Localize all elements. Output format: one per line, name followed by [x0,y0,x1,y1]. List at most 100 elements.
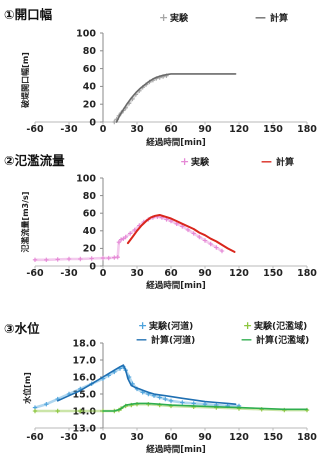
experiment-point [115,255,120,260]
series-experiment [112,73,169,125]
x-tick-label: 120 [229,124,249,135]
series-calculation [115,73,237,123]
y-axis-title: 氾濫流量[m3/s] [20,192,30,253]
calculation-line [126,214,236,253]
y-tick-label: 40 [83,82,97,93]
y-axis-title: 水位[m] [22,372,32,405]
experiment-point [214,245,219,250]
y-tick-label: 60 [83,64,97,75]
chart-flood-discharge: ②氾濫流量 経過時間[min] 氾濫流量[m3/s] 0 20 40 60 80 100 -… [4,153,317,291]
chart-title: ③水位 [4,321,40,336]
experiment-point [168,218,174,224]
legend-marker: + [138,319,147,332]
y-tick-label: 80 [83,191,97,202]
experiment-point [32,408,38,414]
experiment-point [208,241,213,247]
x-tick-label: 0 [100,124,107,135]
series-experiment [32,214,225,262]
x-tick-label: 180 [297,268,317,279]
chart-title: ②氾濫流量 [4,153,65,168]
y-tick-label: 100 [76,173,96,184]
experiment-point [78,408,83,414]
y-tick-label: 18.0 [73,338,97,349]
legend-label: 計算(氾濫域) [256,334,309,346]
experiment-point [116,240,122,245]
x-axis-title: 経過時間[min] [146,444,206,455]
legend-label: 実験 [170,12,189,24]
calculation-line [102,402,308,412]
experiment-point [191,231,196,236]
x-tick-label: 180 [297,432,317,443]
experiment-point [168,398,174,403]
x-tick-label: 90 [198,124,212,135]
y-tick-label: 100 [76,28,96,39]
experiment-point [55,257,60,262]
experiment-point [44,402,49,407]
experiment-point [44,257,49,262]
x-axis-title: 経過時間[min] [146,137,206,148]
legend-marker: — [241,333,252,346]
y-tick-label: 16.0 [73,372,97,383]
x-tick-label: 120 [229,268,249,279]
calculation-line [115,73,237,123]
y-axis-title: 破堤開口幅[m] [20,52,30,108]
experiment-point [66,256,72,262]
y-tick-label: 80 [83,46,97,57]
y-tick-label: 0 [89,261,96,272]
experiment-point [123,234,128,240]
legend-marker: + [180,155,189,168]
legend-item: + 実験(氾濫域) [243,319,307,332]
experiment-point [185,227,191,233]
legend-item: + 実験 [180,155,210,168]
legend-item: — 計算(河道) [136,333,195,346]
experiment-point [202,238,208,243]
legend-item: — 計算 [255,11,288,24]
x-tick-label: -30 [60,124,78,135]
experiment-point [78,256,83,262]
y-tick-label: 14.0 [73,406,97,417]
y-tick-label: 40 [83,226,97,237]
legend-label: 計算(河道) [151,334,195,346]
x-tick-label: 60 [164,432,178,443]
experiment-point [174,221,179,226]
experiment-point [89,256,94,261]
experiment-point [157,395,162,400]
experiment-point [55,408,60,414]
y-tick-label: 15.0 [73,389,97,400]
x-tick-label: -30 [60,432,78,443]
x-tick-label: 150 [263,124,283,135]
y-tick-label: 0 [89,117,96,128]
experiment-trace [33,215,224,262]
experiment-point [180,224,185,229]
experiment-point [100,255,106,261]
y-tick-label: 60 [83,209,97,220]
legend-label: 実験 [191,156,210,168]
x-tick-label: 0 [100,432,107,443]
x-tick-label: 90 [198,268,212,279]
legend-item: + 実験 [159,11,189,24]
legend-marker: — [261,155,272,168]
experiment-point [197,234,202,240]
experiment-point [106,255,111,261]
x-tick-label: -60 [26,124,44,135]
legend-marker: — [255,11,266,24]
x-tick-label: -60 [26,268,44,279]
experiment-point [180,400,185,405]
x-tick-label: -60 [26,432,44,443]
experiment-point [128,231,133,236]
x-tick-label: 150 [263,432,283,443]
legend-marker: + [243,319,252,332]
legend-item: — 計算 [261,155,294,168]
x-tick-label: 60 [164,124,178,135]
x-tick-label: -30 [60,268,78,279]
legend-marker: — [136,333,147,346]
experiment-point [121,236,126,241]
x-axis-title: 経過時間[min] [146,280,206,291]
series-calculation [102,402,308,412]
legend-label: 実験(氾濫域) [254,320,307,332]
y-tick-label: 17.0 [73,355,97,366]
series-calculation [126,214,236,253]
y-tick-label: 20 [83,244,97,255]
